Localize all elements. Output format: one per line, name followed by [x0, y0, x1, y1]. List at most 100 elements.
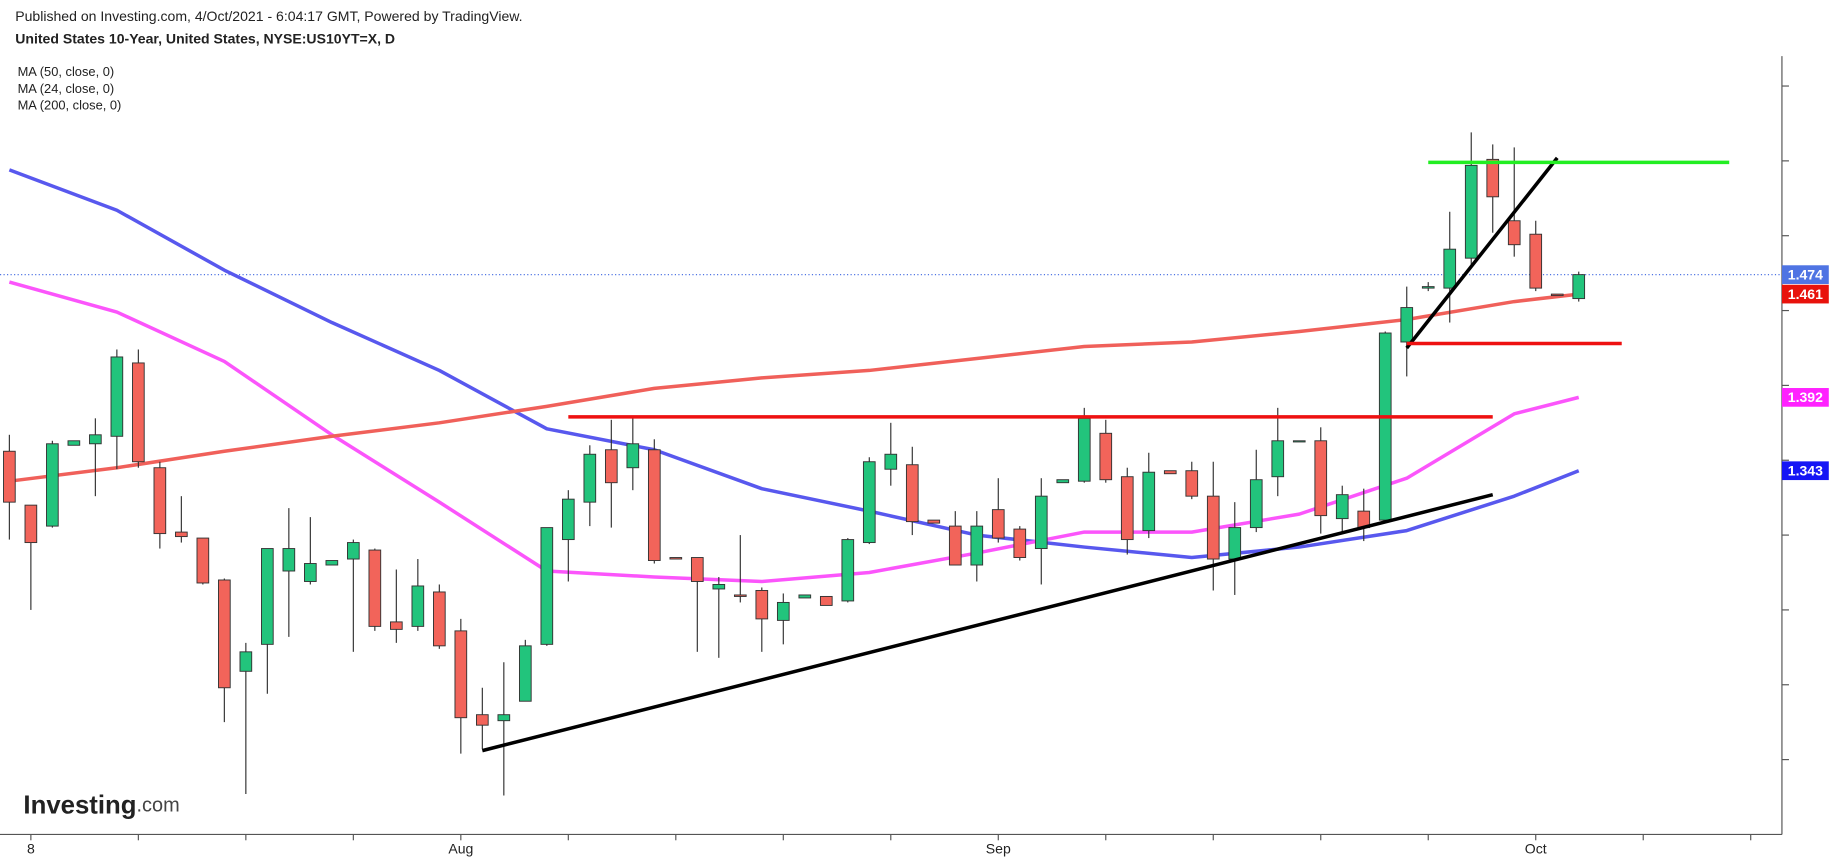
candle-body [927, 519, 941, 524]
candle-body [454, 630, 468, 719]
legend-entry: MA (50, close, 0) [18, 64, 115, 79]
header-note: Published on Investing.com, 4/Oct/2021 -… [15, 8, 522, 24]
candle-body [1077, 417, 1091, 482]
candle-body [3, 450, 16, 503]
candle-body [476, 714, 489, 726]
candle-body [24, 504, 38, 544]
candle-body [518, 645, 532, 702]
candle-body [433, 591, 446, 647]
candle-body [239, 651, 253, 672]
legend-entry: MA (24, close, 0) [18, 81, 115, 96]
candle-body [1529, 233, 1543, 289]
legend-entry: MA (200, close, 0) [18, 98, 122, 113]
candle-body [1056, 479, 1070, 484]
candle-body [368, 549, 382, 627]
logo: Investing.com [23, 791, 179, 819]
price-label-box [1781, 461, 1829, 481]
candle-body [733, 594, 747, 597]
candle-body [1314, 440, 1328, 517]
candle-body [1550, 293, 1564, 297]
candle-body [390, 621, 403, 630]
price-label-box [1781, 265, 1829, 284]
price-label-box [1781, 388, 1829, 407]
candle-body [583, 453, 597, 503]
candle-body [1249, 479, 1263, 529]
candle-body [841, 539, 855, 602]
candle-body [712, 584, 726, 590]
drawing-line [1405, 156, 1559, 350]
candle-body [46, 443, 59, 527]
candle-body [970, 525, 984, 566]
x-tick-label: Oct [1525, 840, 1547, 856]
candle-body [1572, 274, 1586, 300]
candle-body [1443, 248, 1457, 289]
candle-body [884, 453, 898, 470]
candle-body [905, 464, 919, 523]
candle-body [1464, 164, 1478, 259]
candle-body [218, 579, 231, 689]
price-label-box [1781, 284, 1829, 304]
candle-body [110, 356, 124, 437]
moving-average-line [9, 292, 1579, 483]
price-label: 1.474 [1788, 267, 1823, 283]
candle-body [1228, 527, 1242, 560]
candle-body [819, 595, 833, 606]
candle-body [497, 714, 511, 722]
logo-suffix: .com [137, 795, 180, 817]
candle-body [776, 601, 790, 621]
candle-body [991, 509, 1005, 539]
candle-body [561, 498, 575, 541]
candle-body [1206, 495, 1220, 560]
x-tick-label: Sep [986, 840, 1011, 856]
candle-body [153, 467, 167, 535]
candle-body [325, 560, 339, 566]
candle-body [304, 563, 317, 582]
price-label: 1.461 [1788, 286, 1823, 302]
candle-body [626, 443, 640, 469]
candle-body [1400, 307, 1414, 343]
candle-body [175, 531, 188, 538]
candle-body [411, 585, 425, 627]
x-tick-label: 8 [27, 840, 35, 856]
candle-body [647, 449, 661, 561]
chart-title: United States 10-Year, United States, NY… [15, 30, 395, 46]
candle-body [1163, 470, 1177, 475]
candle-body [132, 362, 145, 463]
price-label: 1.343 [1788, 463, 1823, 479]
drawing-line [481, 492, 1494, 753]
candle-body [1335, 494, 1349, 520]
candle-body [67, 440, 81, 446]
candle-body [1486, 158, 1500, 198]
candle-body [669, 557, 683, 560]
candle-body [1271, 440, 1285, 478]
price-label: 1.392 [1788, 389, 1823, 405]
candle-body [89, 434, 102, 445]
candle-body [261, 548, 274, 645]
candle-body [1013, 528, 1027, 559]
candle-body [540, 527, 554, 645]
candle-body [1292, 440, 1306, 443]
candle-body [282, 548, 296, 572]
candle-body [1099, 432, 1113, 481]
candle-body [690, 557, 704, 582]
candle-body [755, 589, 769, 620]
candle-body [1507, 220, 1521, 246]
candle-body [1378, 332, 1392, 521]
candle-body [1120, 476, 1134, 541]
candle-body [862, 461, 876, 544]
candle-body [1185, 470, 1199, 497]
logo-main: Investing [23, 791, 136, 819]
candle-body [1421, 286, 1435, 289]
x-tick-label: Aug [448, 840, 473, 856]
candle-body [604, 449, 618, 484]
candle-body [347, 542, 360, 560]
candle-body [196, 537, 210, 584]
candle-body [1142, 471, 1156, 532]
candle-body [1034, 495, 1048, 550]
moving-average-line [8, 280, 1580, 584]
candle-body [798, 594, 812, 599]
moving-average-line [8, 168, 1580, 560]
candle-body [948, 525, 962, 566]
